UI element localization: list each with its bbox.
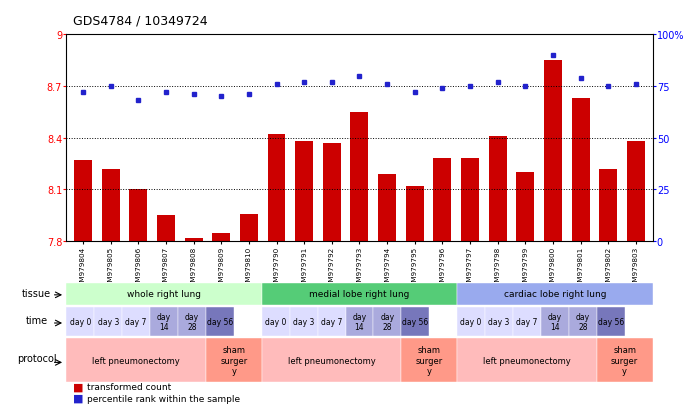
Bar [627, 142, 645, 242]
Text: left pneumonectomy: left pneumonectomy [92, 356, 180, 365]
Bar [295, 142, 313, 242]
Text: day
14: day 14 [157, 312, 171, 331]
Text: day
14: day 14 [548, 312, 562, 331]
Bar [267, 135, 285, 242]
Text: day 7: day 7 [321, 317, 342, 326]
Text: tissue: tissue [22, 288, 51, 298]
Bar [433, 159, 452, 242]
Bar [461, 159, 479, 242]
Text: day
28: day 28 [576, 312, 590, 331]
Text: day 3: day 3 [293, 317, 314, 326]
Text: medial lobe right lung: medial lobe right lung [309, 290, 410, 299]
Bar [600, 169, 617, 242]
Text: percentile rank within the sample: percentile rank within the sample [87, 394, 240, 403]
Text: time: time [25, 315, 47, 325]
Text: day 7: day 7 [517, 317, 537, 326]
Text: sham
surger
y: sham surger y [611, 346, 639, 375]
Text: day 0: day 0 [265, 317, 286, 326]
Text: day 56: day 56 [597, 317, 624, 326]
Text: cardiac lobe right lung: cardiac lobe right lung [504, 290, 606, 299]
Text: day 7: day 7 [126, 317, 147, 326]
Text: transformed count: transformed count [87, 382, 172, 392]
Bar [129, 190, 147, 242]
Text: left pneumonectomy: left pneumonectomy [483, 356, 571, 365]
Text: day 56: day 56 [402, 317, 429, 326]
Bar [544, 61, 562, 242]
Bar [517, 173, 535, 242]
Bar [157, 216, 175, 242]
Bar [350, 112, 369, 242]
Text: day 56: day 56 [207, 317, 233, 326]
Text: day
28: day 28 [380, 312, 394, 331]
Bar [240, 214, 258, 242]
Text: day
28: day 28 [185, 312, 199, 331]
Bar [378, 174, 396, 242]
Text: day 3: day 3 [489, 317, 510, 326]
Bar [572, 99, 590, 242]
Text: protocol: protocol [17, 353, 57, 363]
Text: GDS4784 / 10349724: GDS4784 / 10349724 [73, 14, 208, 27]
Text: sham
surger
y: sham surger y [220, 346, 248, 375]
Bar [74, 161, 92, 242]
Text: day 0: day 0 [70, 317, 91, 326]
Text: day 0: day 0 [461, 317, 482, 326]
Text: whole right lung: whole right lung [127, 290, 201, 299]
Bar [406, 187, 424, 242]
Text: ■: ■ [73, 382, 84, 392]
Bar [489, 137, 507, 242]
Bar [102, 169, 119, 242]
Bar [212, 233, 230, 242]
Text: ■: ■ [73, 393, 84, 403]
Bar [322, 143, 341, 242]
Text: sham
surger
y: sham surger y [415, 346, 443, 375]
Text: left pneumonectomy: left pneumonectomy [288, 356, 376, 365]
Text: day 3: day 3 [98, 317, 119, 326]
Bar [184, 238, 202, 242]
Text: day
14: day 14 [352, 312, 366, 331]
